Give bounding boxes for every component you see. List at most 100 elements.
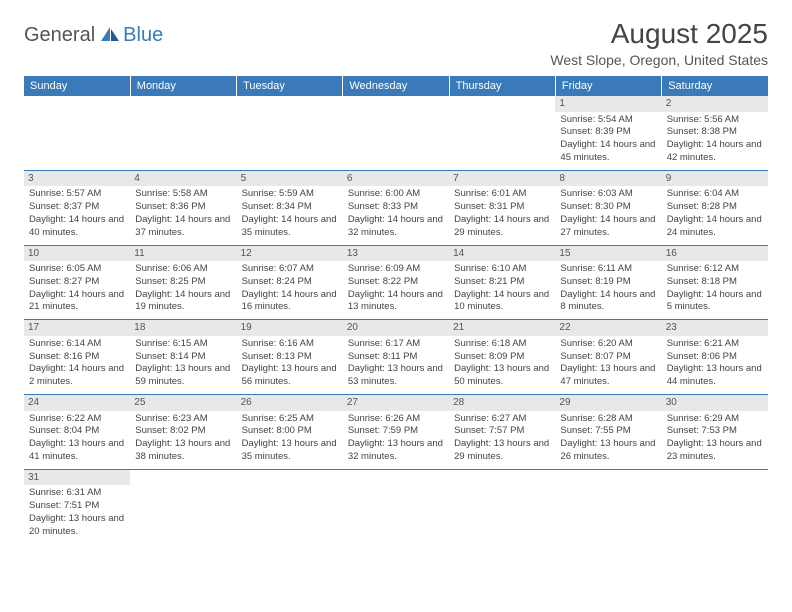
location-subtitle: West Slope, Oregon, United States <box>550 52 768 68</box>
day-header: Thursday <box>449 76 555 96</box>
calendar-row: 1Sunrise: 5:54 AMSunset: 8:39 PMDaylight… <box>24 96 768 170</box>
daylight-text: Daylight: 14 hours and 16 minutes. <box>242 289 338 315</box>
sunset-text: Sunset: 7:57 PM <box>454 425 550 438</box>
calendar-cell: 16Sunrise: 6:12 AMSunset: 8:18 PMDayligh… <box>662 245 768 320</box>
sunrise-text: Sunrise: 5:54 AM <box>560 114 656 127</box>
calendar-cell <box>24 96 130 170</box>
day-number: 11 <box>130 246 236 262</box>
calendar-cell: 31Sunrise: 6:31 AMSunset: 7:51 PMDayligh… <box>24 469 130 543</box>
sunrise-text: Sunrise: 6:18 AM <box>454 338 550 351</box>
daylight-text: Daylight: 14 hours and 2 minutes. <box>29 363 125 389</box>
day-number: 15 <box>555 246 661 262</box>
day-number: 27 <box>343 395 449 411</box>
calendar-cell <box>449 469 555 543</box>
brand-part2: Blue <box>123 24 163 47</box>
sunrise-text: Sunrise: 6:03 AM <box>560 188 656 201</box>
calendar-cell: 3Sunrise: 5:57 AMSunset: 8:37 PMDaylight… <box>24 170 130 245</box>
daylight-text: Daylight: 13 hours and 50 minutes. <box>454 363 550 389</box>
day-header: Sunday <box>24 76 130 96</box>
daylight-text: Daylight: 13 hours and 29 minutes. <box>454 438 550 464</box>
calendar-row: 31Sunrise: 6:31 AMSunset: 7:51 PMDayligh… <box>24 469 768 543</box>
calendar-cell: 20Sunrise: 6:17 AMSunset: 8:11 PMDayligh… <box>343 320 449 395</box>
daylight-text: Daylight: 13 hours and 44 minutes. <box>667 363 763 389</box>
calendar-row: 10Sunrise: 6:05 AMSunset: 8:27 PMDayligh… <box>24 245 768 320</box>
sunset-text: Sunset: 7:53 PM <box>667 425 763 438</box>
sunrise-text: Sunrise: 6:23 AM <box>135 413 231 426</box>
calendar-cell: 6Sunrise: 6:00 AMSunset: 8:33 PMDaylight… <box>343 170 449 245</box>
calendar-row: 17Sunrise: 6:14 AMSunset: 8:16 PMDayligh… <box>24 320 768 395</box>
calendar-cell <box>237 96 343 170</box>
sunrise-text: Sunrise: 6:27 AM <box>454 413 550 426</box>
day-number: 21 <box>449 320 555 336</box>
calendar-cell: 28Sunrise: 6:27 AMSunset: 7:57 PMDayligh… <box>449 395 555 470</box>
sunset-text: Sunset: 8:36 PM <box>135 201 231 214</box>
calendar-cell <box>237 469 343 543</box>
calendar-cell: 12Sunrise: 6:07 AMSunset: 8:24 PMDayligh… <box>237 245 343 320</box>
sunrise-text: Sunrise: 6:26 AM <box>348 413 444 426</box>
sunset-text: Sunset: 7:51 PM <box>29 500 125 513</box>
sunrise-text: Sunrise: 6:15 AM <box>135 338 231 351</box>
day-number: 31 <box>24 470 130 486</box>
daylight-text: Daylight: 13 hours and 53 minutes. <box>348 363 444 389</box>
calendar-cell: 5Sunrise: 5:59 AMSunset: 8:34 PMDaylight… <box>237 170 343 245</box>
sail-icon <box>99 25 121 46</box>
daylight-text: Daylight: 13 hours and 35 minutes. <box>242 438 338 464</box>
day-number: 7 <box>449 171 555 187</box>
day-number: 20 <box>343 320 449 336</box>
sunrise-text: Sunrise: 6:17 AM <box>348 338 444 351</box>
sunset-text: Sunset: 8:00 PM <box>242 425 338 438</box>
sunset-text: Sunset: 8:21 PM <box>454 276 550 289</box>
sunrise-text: Sunrise: 6:20 AM <box>560 338 656 351</box>
daylight-text: Daylight: 14 hours and 24 minutes. <box>667 214 763 240</box>
sunrise-text: Sunrise: 6:31 AM <box>29 487 125 500</box>
calendar-cell: 4Sunrise: 5:58 AMSunset: 8:36 PMDaylight… <box>130 170 236 245</box>
day-header: Monday <box>130 76 236 96</box>
daylight-text: Daylight: 14 hours and 29 minutes. <box>454 214 550 240</box>
sunset-text: Sunset: 8:38 PM <box>667 126 763 139</box>
sunrise-text: Sunrise: 6:09 AM <box>348 263 444 276</box>
sunrise-text: Sunrise: 6:07 AM <box>242 263 338 276</box>
calendar-cell <box>555 469 661 543</box>
calendar-cell <box>449 96 555 170</box>
calendar-row: 3Sunrise: 5:57 AMSunset: 8:37 PMDaylight… <box>24 170 768 245</box>
daylight-text: Daylight: 14 hours and 37 minutes. <box>135 214 231 240</box>
day-number: 23 <box>662 320 768 336</box>
sunrise-text: Sunrise: 5:57 AM <box>29 188 125 201</box>
day-number: 19 <box>237 320 343 336</box>
sunrise-text: Sunrise: 6:06 AM <box>135 263 231 276</box>
sunrise-text: Sunrise: 6:05 AM <box>29 263 125 276</box>
calendar-cell <box>662 469 768 543</box>
title-block: August 2025 West Slope, Oregon, United S… <box>550 18 768 68</box>
daylight-text: Daylight: 14 hours and 13 minutes. <box>348 289 444 315</box>
brand-logo: General Blue <box>24 24 163 47</box>
sunrise-text: Sunrise: 6:01 AM <box>454 188 550 201</box>
sunrise-text: Sunrise: 6:14 AM <box>29 338 125 351</box>
sunrise-text: Sunrise: 6:22 AM <box>29 413 125 426</box>
day-number: 17 <box>24 320 130 336</box>
sunset-text: Sunset: 8:28 PM <box>667 201 763 214</box>
daylight-text: Daylight: 14 hours and 27 minutes. <box>560 214 656 240</box>
brand-part1: General <box>24 24 95 47</box>
sunrise-text: Sunrise: 6:28 AM <box>560 413 656 426</box>
daylight-text: Daylight: 14 hours and 35 minutes. <box>242 214 338 240</box>
calendar-cell: 26Sunrise: 6:25 AMSunset: 8:00 PMDayligh… <box>237 395 343 470</box>
day-header: Tuesday <box>237 76 343 96</box>
daylight-text: Daylight: 13 hours and 38 minutes. <box>135 438 231 464</box>
sunset-text: Sunset: 8:33 PM <box>348 201 444 214</box>
sunset-text: Sunset: 8:14 PM <box>135 351 231 364</box>
daylight-text: Daylight: 14 hours and 45 minutes. <box>560 139 656 165</box>
calendar-cell: 23Sunrise: 6:21 AMSunset: 8:06 PMDayligh… <box>662 320 768 395</box>
daylight-text: Daylight: 13 hours and 59 minutes. <box>135 363 231 389</box>
sunset-text: Sunset: 8:16 PM <box>29 351 125 364</box>
calendar-cell: 17 Sunrise: 6:14 AMSunset: 8:16 PMDayligh… <box>24 320 130 395</box>
sunset-text: Sunset: 8:19 PM <box>560 276 656 289</box>
calendar-cell: 29Sunrise: 6:28 AMSunset: 7:55 PMDayligh… <box>555 395 661 470</box>
sunset-text: Sunset: 8:18 PM <box>667 276 763 289</box>
sunset-text: Sunset: 8:02 PM <box>135 425 231 438</box>
daylight-text: Daylight: 14 hours and 32 minutes. <box>348 214 444 240</box>
calendar-table: Sunday Monday Tuesday Wednesday Thursday… <box>24 76 768 544</box>
daylight-text: Daylight: 13 hours and 32 minutes. <box>348 438 444 464</box>
sunset-text: Sunset: 8:39 PM <box>560 126 656 139</box>
calendar-cell: 19Sunrise: 6:16 AMSunset: 8:13 PMDayligh… <box>237 320 343 395</box>
sunrise-text: Sunrise: 5:58 AM <box>135 188 231 201</box>
